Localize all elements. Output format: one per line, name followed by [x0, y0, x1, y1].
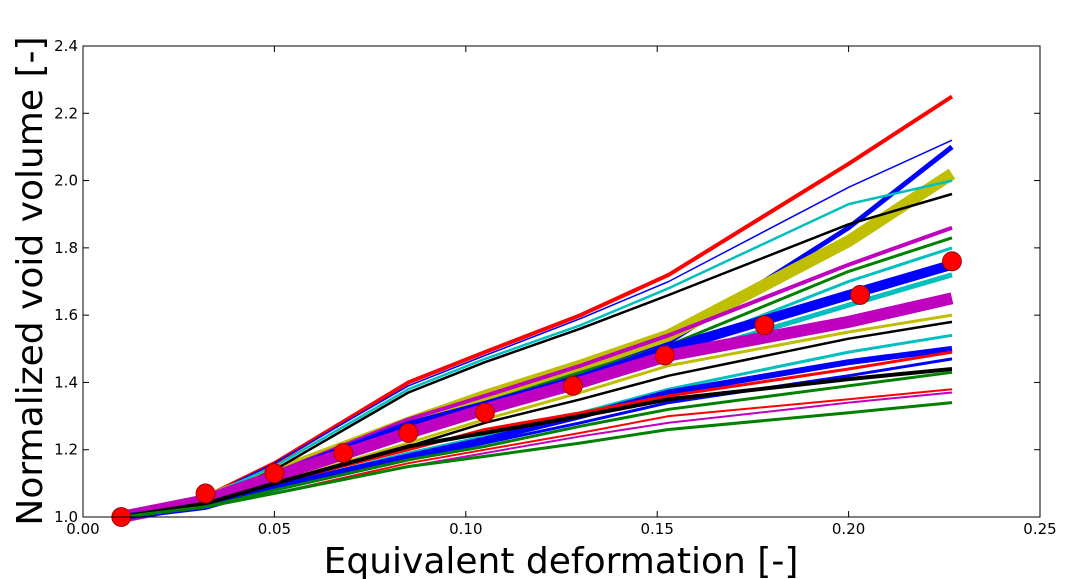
data-marker-8 [654, 345, 675, 366]
data-marker-5 [398, 422, 419, 443]
y-tick-label: 2.2 [54, 104, 78, 122]
data-marker-6 [475, 402, 495, 423]
y-tick-label: 2.0 [54, 172, 78, 190]
y-tick-label: 1.8 [54, 239, 78, 257]
y-tick-label: 1.2 [54, 441, 78, 459]
y-tick-label: 1.4 [54, 373, 78, 391]
plot-frame [82, 45, 1041, 518]
x-tick-label: 0.00 [66, 520, 99, 538]
y-tick-label: 1.0 [54, 508, 78, 526]
x-tick-label: 0.05 [258, 520, 291, 538]
y-tick-label: 2.4 [54, 37, 78, 55]
tick-layer: 0.00 0.05 0.10 0.15 0.20 0.25 1.0 1.2 1.4 1.6 1.8 2… [54, 37, 1057, 538]
x-tick-label: 0.20 [832, 520, 865, 538]
x-tick-label: 0.25 [1023, 520, 1056, 538]
y-tick-label: 1.6 [54, 306, 78, 324]
series-line-19 [120, 367, 953, 519]
x-axis-label: Equivalent deformation [-] [324, 541, 799, 579]
x-tick-label: 0.10 [449, 520, 482, 538]
data-marker-11 [942, 251, 962, 272]
data-marker-2 [195, 483, 216, 504]
data-marker-10 [850, 285, 870, 305]
y-axis-label: Normalized void volume [-] [10, 36, 51, 525]
x-tick-label: 0.15 [640, 520, 673, 538]
data-marker-3 [264, 463, 285, 484]
series-line-23 [121, 401, 953, 519]
data-marker-4 [333, 443, 354, 463]
data-marker-7 [563, 375, 583, 396]
data-marker-9 [754, 315, 775, 336]
